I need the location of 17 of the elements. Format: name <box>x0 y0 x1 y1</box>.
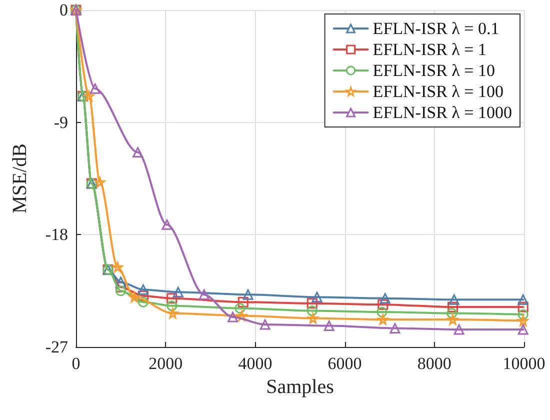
legend-label: EFLN-ISR λ = 1 <box>372 40 487 59</box>
x-tick-label: 10000 <box>502 354 546 373</box>
x-tick-label: 4000 <box>238 354 272 373</box>
x-tick-label: 6000 <box>328 354 362 373</box>
x-tick-label: 2000 <box>148 354 183 373</box>
y-tick-label: -9 <box>54 112 68 132</box>
y-tick-label: 0 <box>60 0 68 20</box>
y-tick-label: -18 <box>45 225 68 244</box>
legend-label: EFLN-ISR λ = 10 <box>372 61 496 80</box>
y-axis-title: MSE/dB <box>9 143 31 214</box>
x-tick-label: 8000 <box>417 354 452 373</box>
x-axis-title: Samples <box>266 376 334 398</box>
y-tick-label: -27 <box>45 338 68 356</box>
legend-label: EFLN-ISR λ = 1000 <box>372 103 512 122</box>
x-tick-label: 0 <box>72 354 80 373</box>
legend-label: EFLN-ISR λ = 100 <box>372 82 504 101</box>
legend-label: EFLN-ISR λ = 0.1 <box>372 19 500 38</box>
